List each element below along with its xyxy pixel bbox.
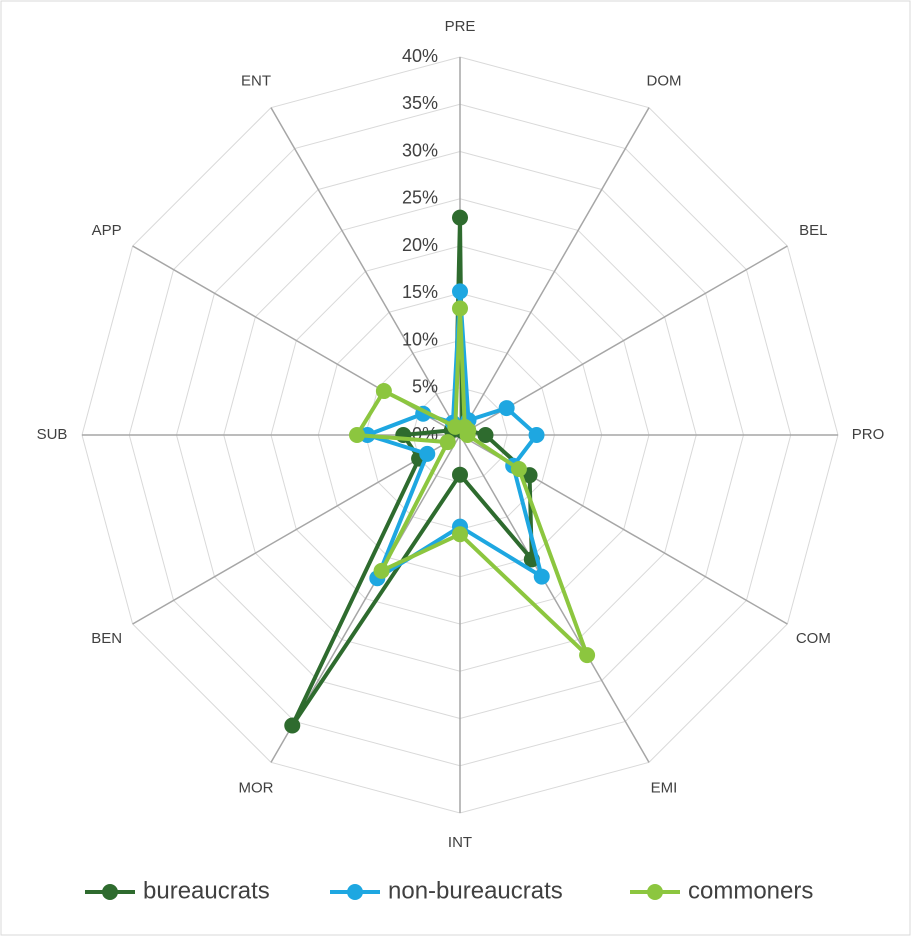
data-point — [459, 427, 476, 443]
category-label: BEL — [799, 222, 827, 239]
spoke — [459, 107, 650, 436]
category-label: DOM — [647, 73, 682, 90]
data-point — [528, 427, 545, 443]
category-label: ENT — [241, 73, 271, 90]
legend-marker — [102, 884, 118, 900]
category-label: INT — [448, 834, 472, 851]
data-point — [284, 717, 301, 734]
y-tick-label: 5% — [412, 377, 438, 397]
legend-marker — [347, 884, 363, 900]
data-point — [510, 461, 527, 478]
data-point — [452, 466, 468, 483]
data-point — [498, 400, 515, 417]
y-tick-label: 35% — [402, 93, 438, 113]
category-label: PRE — [445, 18, 476, 35]
y-tick-label: 20% — [402, 235, 438, 255]
data-point — [452, 526, 468, 543]
data-point — [439, 434, 456, 451]
spoke — [270, 107, 461, 436]
data-point — [452, 283, 468, 300]
category-label: BEN — [91, 630, 122, 647]
data-point — [447, 418, 464, 435]
category-label: PRO — [852, 426, 885, 443]
y-tick-label: 10% — [402, 329, 438, 349]
data-point — [533, 568, 550, 585]
legend-marker — [647, 884, 663, 900]
spoke — [459, 245, 788, 436]
y-tick-label: 30% — [402, 140, 438, 160]
data-point — [375, 383, 392, 400]
y-tick-label: 15% — [402, 282, 438, 302]
data-point — [348, 427, 365, 443]
legend-label: bureaucrats — [143, 877, 270, 904]
data-point — [477, 427, 494, 443]
category-label: APP — [92, 222, 122, 239]
y-tick-label: 25% — [402, 188, 438, 208]
category-label: EMI — [651, 779, 678, 796]
data-point — [579, 647, 596, 664]
legend-label: commoners — [688, 877, 813, 904]
y-tick-label: 40% — [402, 46, 438, 66]
data-point — [373, 562, 390, 579]
spoke — [132, 434, 461, 625]
data-point — [452, 300, 468, 317]
data-point — [452, 209, 468, 226]
category-label: COM — [796, 630, 831, 647]
data-point — [419, 445, 436, 462]
legend-label: non-bureaucrats — [388, 877, 563, 904]
category-label: MOR — [239, 779, 274, 796]
category-label: SUB — [37, 426, 68, 443]
spoke — [459, 434, 650, 763]
